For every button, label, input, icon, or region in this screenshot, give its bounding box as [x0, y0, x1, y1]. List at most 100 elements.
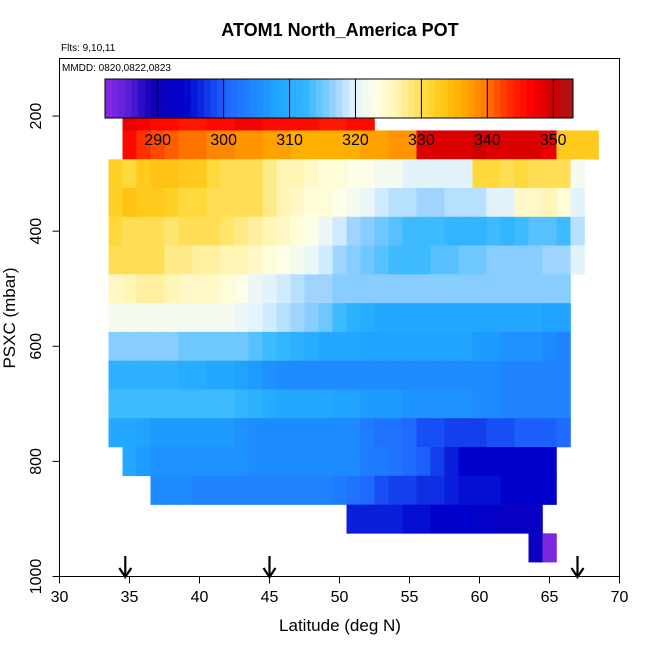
colorbar-swatch	[480, 79, 488, 118]
heatmap-cell	[206, 274, 221, 304]
heatmap-cell	[388, 303, 403, 333]
heatmap-cell	[108, 274, 123, 304]
heatmap-cell	[164, 303, 179, 333]
heatmap-cell	[276, 216, 291, 246]
colorbar-swatch	[289, 79, 297, 118]
heatmap-cell	[234, 331, 249, 361]
heatmap-cell	[276, 475, 291, 505]
heatmap-cell	[248, 303, 263, 333]
colorbar-swatch	[395, 79, 402, 118]
heatmap-cell	[374, 504, 389, 534]
y-tick-label: 400	[28, 218, 45, 245]
heatmap-cell	[234, 389, 249, 419]
heatmap-cell	[458, 504, 473, 534]
y-tick-label: 800	[28, 448, 45, 475]
heatmap-cell	[528, 447, 543, 477]
heatmap-cell	[472, 331, 487, 361]
heatmap-cell	[178, 216, 193, 246]
heatmap-cell	[248, 274, 263, 304]
heatmap-cell	[178, 159, 193, 189]
heatmap-cell	[542, 533, 557, 563]
heatmap-cell	[444, 245, 459, 275]
heatmap-cell	[178, 360, 193, 390]
heatmap-cell	[388, 360, 403, 390]
heatmap-cell	[192, 159, 207, 189]
heatmap-cell	[444, 303, 459, 333]
heatmap-cell	[164, 360, 179, 390]
x-tick-label: 55	[401, 589, 419, 606]
heatmap-cell	[248, 159, 263, 189]
colorbar-swatch	[441, 79, 449, 118]
heatmap-cell	[192, 360, 207, 390]
heatmap-cell	[262, 188, 277, 218]
colorbar-swatch	[256, 79, 264, 118]
heatmap-cell	[276, 331, 291, 361]
heatmap-cell	[416, 475, 431, 505]
heatmap-cell	[318, 159, 333, 189]
x-tick-label: 50	[331, 589, 349, 606]
heatmap-cell	[192, 188, 207, 218]
heatmap-cell	[318, 188, 333, 218]
heatmap-cell	[122, 188, 137, 218]
heatmap-cell	[514, 504, 529, 534]
heatmap-cell	[430, 303, 445, 333]
colorbar-swatch	[151, 79, 159, 118]
heatmap-cell	[374, 130, 389, 160]
heatmap-cell	[402, 303, 417, 333]
heatmap-cell	[332, 303, 347, 333]
heatmap-cell	[360, 159, 375, 189]
heatmap-cell	[248, 447, 263, 477]
heatmap-cell	[164, 475, 179, 505]
heatmap-cell	[150, 475, 165, 505]
heatmap-cell	[122, 360, 137, 390]
colorbar-tick-label: 300	[210, 132, 237, 149]
heatmap-cell	[458, 389, 473, 419]
colorbar-swatch	[217, 79, 224, 118]
x-axis-label: Latitude (deg N)	[279, 616, 401, 635]
heatmap-cell	[304, 360, 319, 390]
heatmap-cell	[122, 216, 137, 246]
heatmap-cell	[122, 418, 137, 448]
heatmap-cell	[514, 447, 529, 477]
heatmap-cell	[136, 159, 151, 189]
heatmap-cell	[108, 216, 123, 246]
colorbar-tick-label: 330	[408, 132, 435, 149]
heatmap-cell	[500, 188, 515, 218]
heatmap-cell	[276, 188, 291, 218]
colorbar-swatch	[375, 79, 383, 118]
heatmap-cell	[528, 331, 543, 361]
heatmap-cell	[276, 447, 291, 477]
colorbar-swatch	[546, 79, 554, 118]
heatmap-cell	[528, 533, 543, 563]
heatmap-cell	[444, 216, 459, 246]
heatmap-cell	[556, 216, 571, 246]
heatmap-cell	[458, 245, 473, 275]
heatmap-cell	[500, 216, 515, 246]
heatmap-cell	[262, 418, 277, 448]
heatmap-cell	[150, 331, 165, 361]
colorbar-swatch	[467, 79, 475, 118]
heatmap-cell	[290, 418, 305, 448]
heatmap-cell	[542, 245, 557, 275]
colorbar-swatch	[540, 79, 547, 118]
heatmap-cell	[206, 130, 221, 160]
heatmap-cell	[346, 130, 361, 160]
heatmap-cell	[416, 447, 431, 477]
heatmap-cell	[584, 130, 599, 160]
heatmap-cell	[430, 504, 445, 534]
heatmap-cell	[486, 418, 501, 448]
colorbar-swatch	[203, 79, 211, 118]
heatmap-cell	[500, 331, 515, 361]
heatmap-cell	[262, 245, 277, 275]
heatmap-cell	[542, 274, 557, 304]
heatmap-cell	[528, 303, 543, 333]
heatmap-cell	[122, 274, 137, 304]
heatmap-cell	[332, 188, 347, 218]
heatmap-cell	[458, 303, 473, 333]
colorbar-swatch	[474, 79, 482, 118]
heatmap-cell	[444, 389, 459, 419]
heatmap-cell	[514, 331, 529, 361]
heatmap-cell	[556, 389, 571, 419]
heatmap-cell	[248, 418, 263, 448]
heatmap-cell	[108, 159, 123, 189]
